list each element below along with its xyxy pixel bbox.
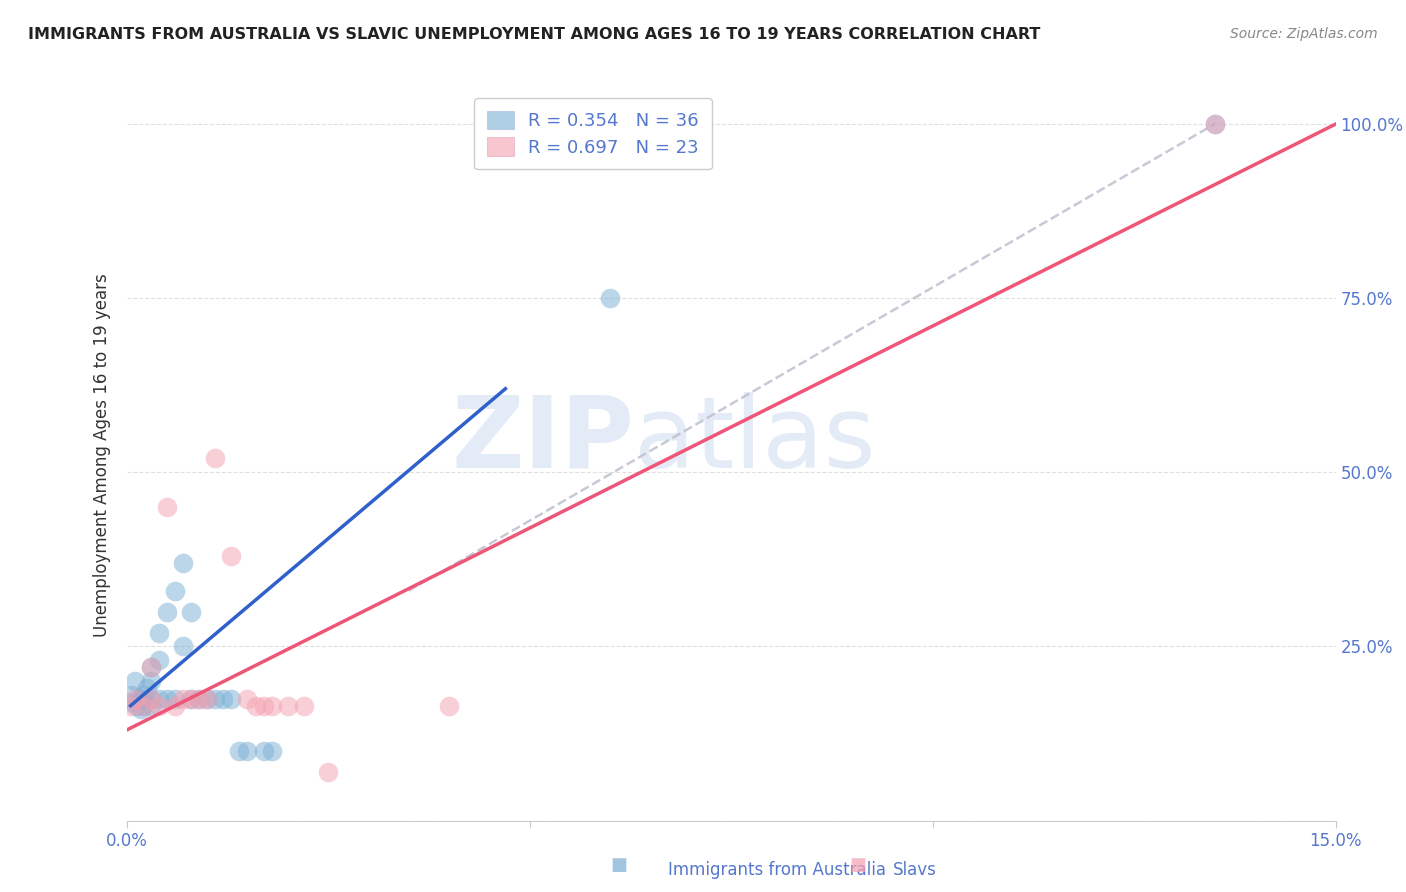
Text: ■: ■ [849,856,866,874]
Point [236,744,259,758]
Point [131,688,153,702]
Point [228,744,250,758]
Point [172,691,194,706]
Point [204,451,226,466]
Point [195,691,218,706]
Point [156,500,179,515]
Point [139,698,162,713]
Point [139,660,162,674]
Point [188,691,211,706]
Point [172,640,194,654]
Point [212,691,235,706]
Point [148,653,170,667]
Point [195,691,218,706]
Text: Slavs: Slavs [893,861,936,879]
Text: IMMIGRANTS FROM AUSTRALIA VS SLAVIC UNEMPLOYMENT AMONG AGES 16 TO 19 YEARS CORRE: IMMIGRANTS FROM AUSTRALIA VS SLAVIC UNEM… [28,27,1040,42]
Point [180,691,202,706]
Point [221,691,243,706]
Point [172,556,194,570]
Point [260,698,283,713]
Text: ZIP: ZIP [451,392,634,489]
Point [245,698,267,713]
Text: ■: ■ [610,856,627,874]
Point [252,744,274,758]
Point [316,764,339,779]
Point [163,691,186,706]
Point [125,698,148,713]
Text: Immigrants from Australia: Immigrants from Australia [668,861,886,879]
Point [148,698,170,713]
Point [277,698,299,713]
Point [156,691,179,706]
Point [120,688,142,702]
Point [139,691,162,706]
Point [236,691,259,706]
Point [139,660,162,674]
Point [204,691,226,706]
Point [129,702,152,716]
Point [1204,117,1226,131]
Point [124,691,146,706]
Point [139,691,162,706]
Text: Source: ZipAtlas.com: Source: ZipAtlas.com [1230,27,1378,41]
Point [1204,117,1226,131]
Text: atlas: atlas [634,392,876,489]
Y-axis label: Unemployment Among Ages 16 to 19 years: Unemployment Among Ages 16 to 19 years [93,273,111,637]
Point [163,698,186,713]
Point [163,583,186,598]
Point [148,691,170,706]
Point [139,674,162,689]
Point [292,698,315,713]
Point [120,698,142,713]
Point [131,691,153,706]
Point [124,674,146,689]
Point [221,549,243,563]
Point [135,681,157,696]
Point [180,691,202,706]
Point [148,625,170,640]
Point [156,605,179,619]
Point [180,605,202,619]
Point [252,698,274,713]
Point [131,698,153,713]
Legend: R = 0.354   N = 36, R = 0.697   N = 23: R = 0.354 N = 36, R = 0.697 N = 23 [474,98,711,169]
Point [260,744,283,758]
Point [128,691,150,706]
Point [437,698,460,713]
Point [131,698,153,713]
Point [122,695,145,709]
Point [188,691,211,706]
Point [599,291,621,305]
